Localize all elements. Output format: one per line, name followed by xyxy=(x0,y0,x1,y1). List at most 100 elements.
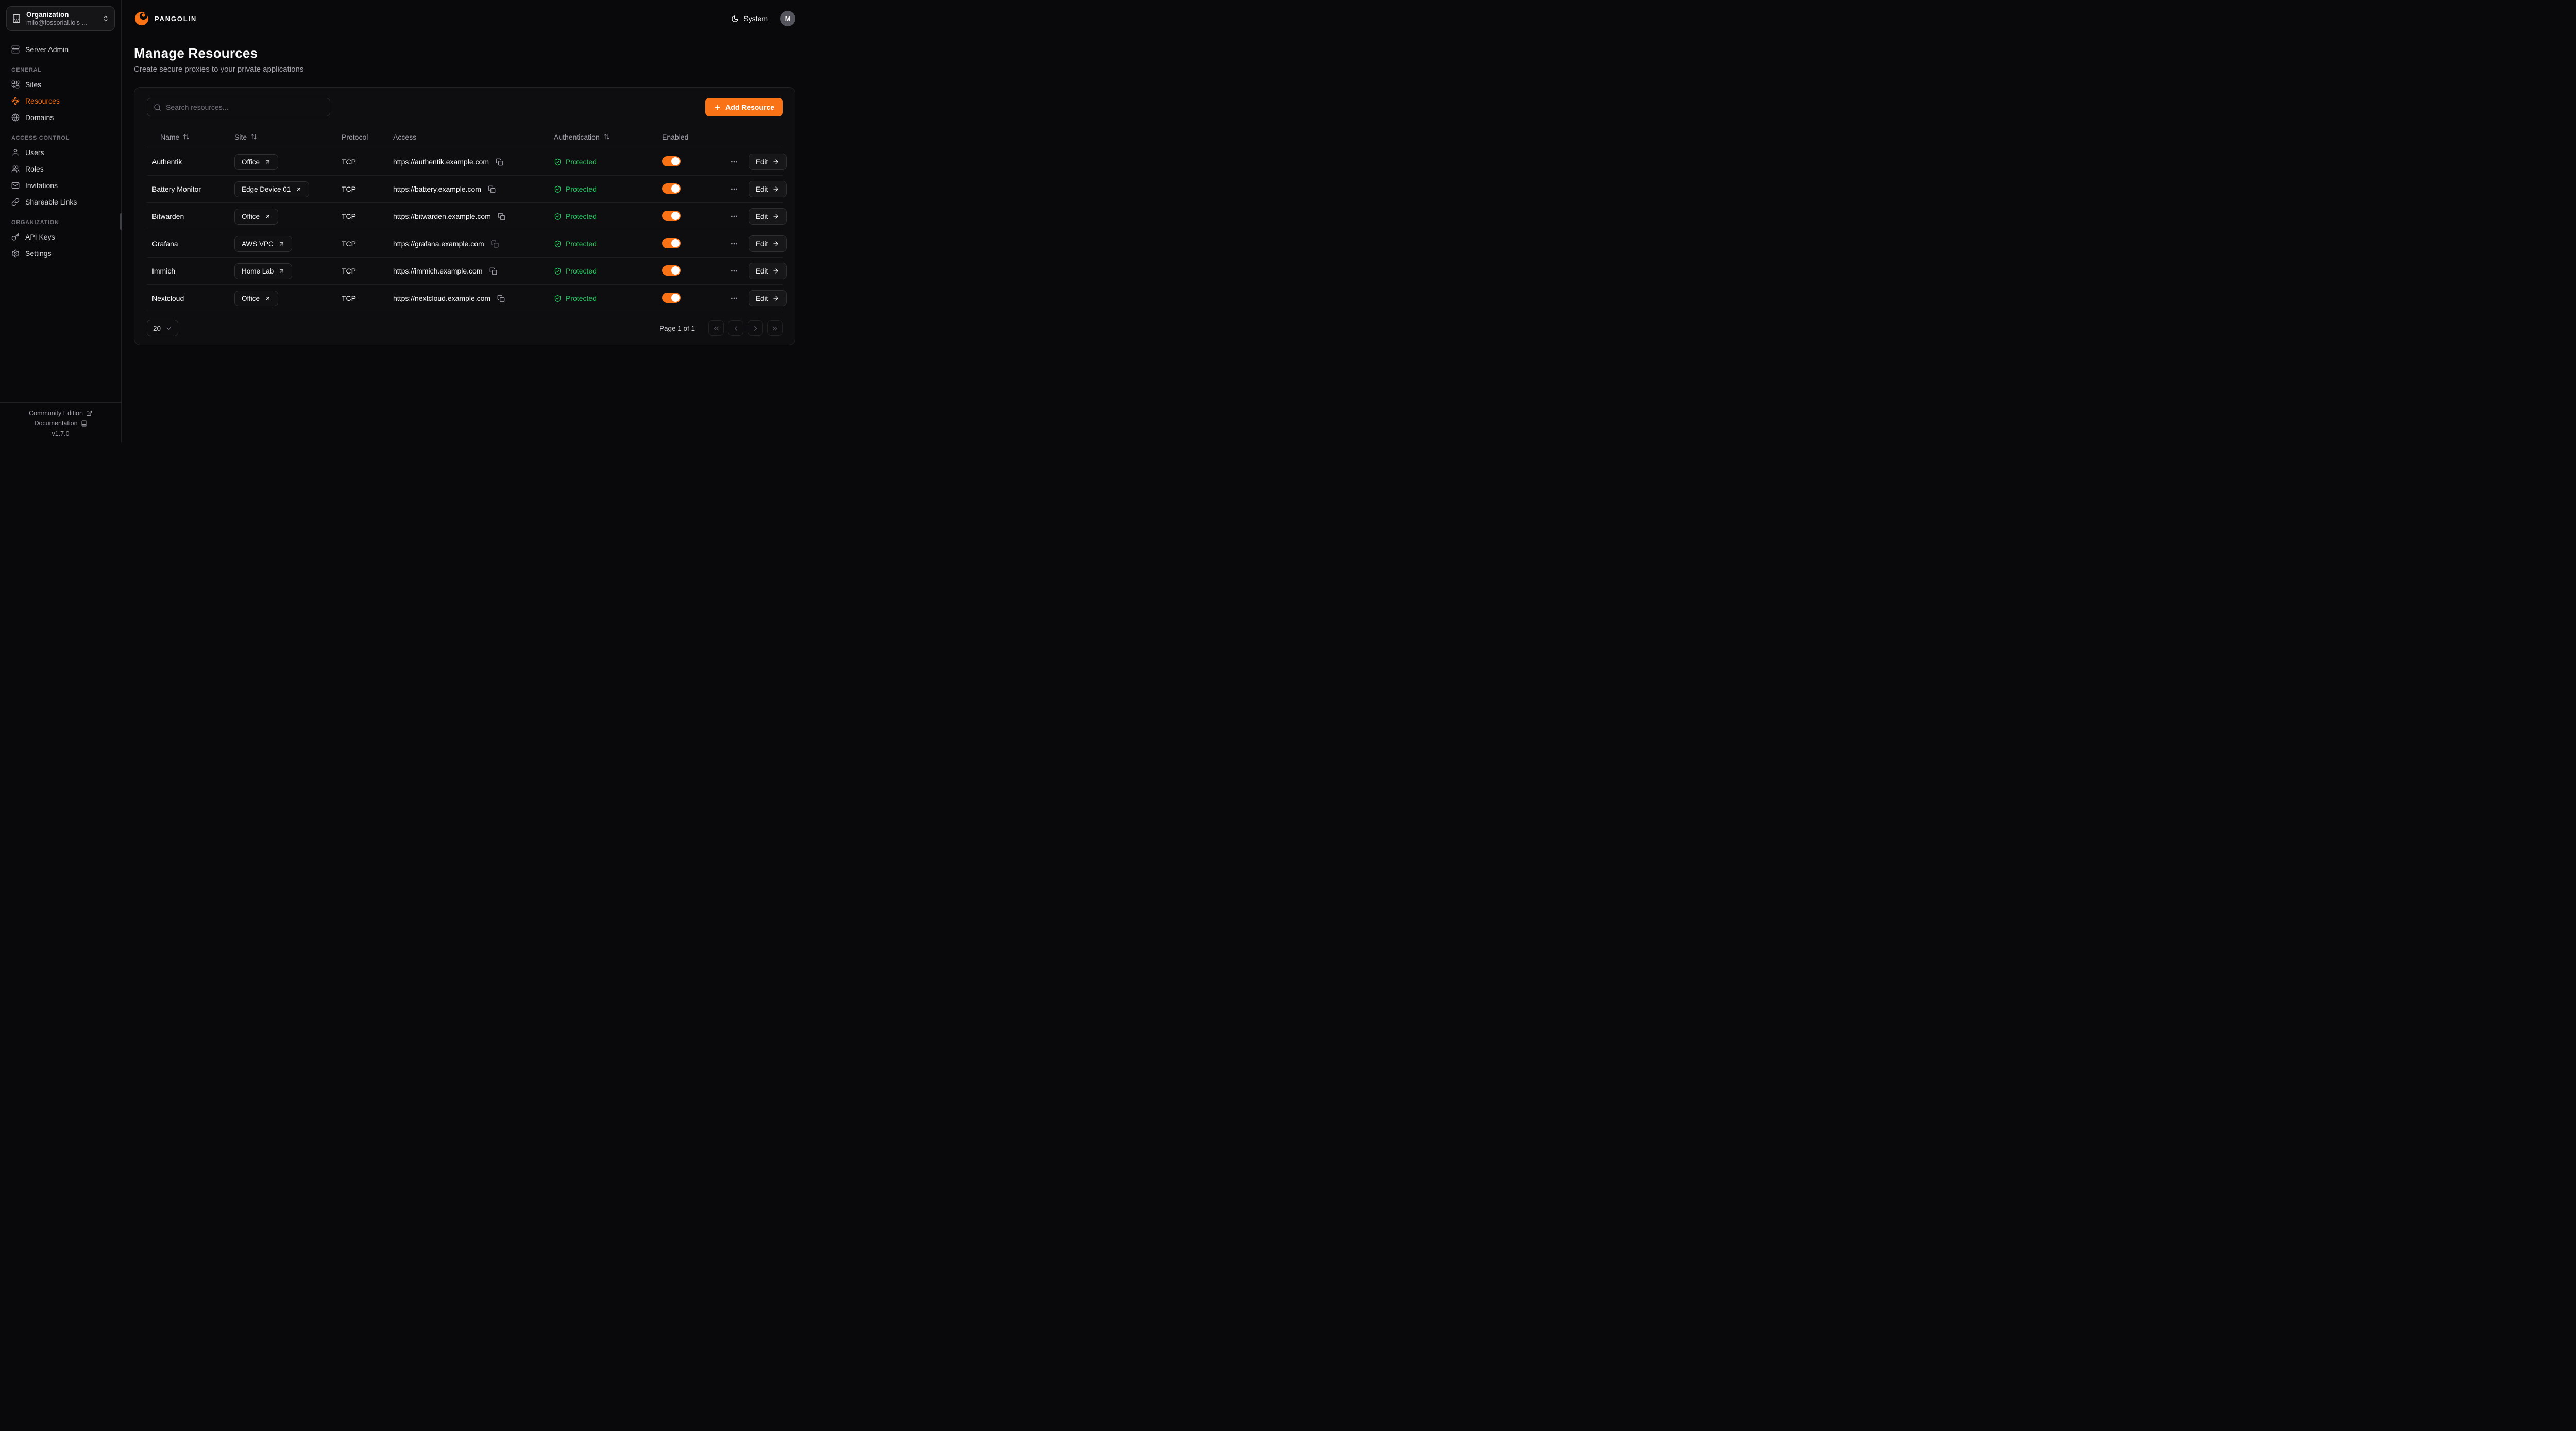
copy-url-button[interactable] xyxy=(488,266,498,276)
enabled-toggle[interactable] xyxy=(662,237,681,248)
resource-name: Nextcloud xyxy=(152,294,184,302)
sidebar-item-resources[interactable]: Resources xyxy=(6,93,115,109)
sidebar-resize-handle[interactable] xyxy=(120,213,122,230)
arrow-up-right-icon xyxy=(295,186,302,193)
copy-icon xyxy=(488,185,496,193)
column-header-enabled: Enabled xyxy=(662,133,729,141)
theme-select[interactable]: System xyxy=(731,14,768,23)
main-content: PANGOLIN System M Manage Resources Creat… xyxy=(122,0,808,442)
sidebar-item-settings[interactable]: Settings xyxy=(6,245,115,262)
authentication-cell: Protected xyxy=(554,185,662,193)
sidebar-item-label: Domains xyxy=(25,113,54,122)
page-size-select[interactable]: 20 xyxy=(147,320,179,336)
site-link-button[interactable]: Office xyxy=(234,154,279,170)
row-menu-button[interactable] xyxy=(729,157,739,167)
plus-icon xyxy=(714,104,721,111)
copy-url-button[interactable] xyxy=(495,157,504,167)
enabled-toggle[interactable] xyxy=(662,265,681,276)
pagination-prev-button[interactable] xyxy=(728,320,743,336)
page-subtitle: Create secure proxies to your private ap… xyxy=(134,65,304,74)
site-cell: AWS VPC xyxy=(234,235,342,252)
search-box xyxy=(147,98,330,116)
row-menu-button[interactable] xyxy=(729,211,739,222)
enabled-toggle[interactable] xyxy=(662,210,681,221)
documentation-link[interactable]: Documentation xyxy=(6,420,115,427)
sidebar-item-server-admin[interactable]: Server Admin xyxy=(6,41,115,58)
edit-button[interactable]: Edit xyxy=(749,181,787,197)
site-name: Office xyxy=(242,158,260,166)
edit-button[interactable]: Edit xyxy=(749,208,787,225)
avatar[interactable]: M xyxy=(780,11,795,26)
sidebar-item-label: Users xyxy=(25,148,44,157)
column-label: Authentication xyxy=(554,132,600,141)
site-cell: Office xyxy=(234,290,342,306)
sidebar-item-label: Sites xyxy=(25,80,42,89)
pagination-first-button[interactable] xyxy=(708,320,724,336)
book-icon xyxy=(81,420,87,427)
edit-button[interactable]: Edit xyxy=(749,235,787,252)
access-cell: https://authentik.example.com xyxy=(393,157,554,167)
sidebar-item-shareable-links[interactable]: Shareable Links xyxy=(6,194,115,210)
shield-check-icon xyxy=(554,295,562,302)
column-header-site[interactable]: Site xyxy=(234,133,342,141)
brand[interactable]: PANGOLIN xyxy=(134,11,197,26)
edit-button[interactable]: Edit xyxy=(749,263,787,279)
row-menu-button[interactable] xyxy=(729,266,739,276)
protocol-value: TCP xyxy=(342,185,356,193)
resource-name: Immich xyxy=(152,267,176,275)
copy-url-button[interactable] xyxy=(490,239,500,249)
column-header-name[interactable]: Name xyxy=(152,133,234,141)
site-cell: Office xyxy=(234,208,342,225)
page-head: Manage Resources Create secure proxies t… xyxy=(134,45,795,74)
site-cell: Office xyxy=(234,154,342,170)
enabled-toggle[interactable] xyxy=(662,183,681,194)
column-header-authentication[interactable]: Authentication xyxy=(554,133,662,141)
app: Organization milo@fossorial.io's ... Ser… xyxy=(0,0,808,442)
actions-cell: Edit xyxy=(729,263,787,279)
site-link-button[interactable]: Home Lab xyxy=(234,263,293,279)
copy-url-button[interactable] xyxy=(497,212,506,222)
authentication-cell: Protected xyxy=(554,212,662,220)
chevrons-up-down-icon xyxy=(102,15,109,22)
edit-button[interactable]: Edit xyxy=(749,154,787,170)
building-icon xyxy=(12,14,21,23)
add-resource-button[interactable]: Add Resource xyxy=(705,98,783,116)
community-edition-link[interactable]: Community Edition xyxy=(6,410,115,417)
search-input[interactable] xyxy=(166,103,324,111)
enabled-toggle[interactable] xyxy=(662,156,681,166)
sidebar-item-domains[interactable]: Domains xyxy=(6,109,115,126)
auth-status: Protected xyxy=(566,267,597,275)
pagination-next-button[interactable] xyxy=(748,320,763,336)
site-link-button[interactable]: AWS VPC xyxy=(234,235,292,252)
copy-url-button[interactable] xyxy=(487,184,497,194)
enabled-toggle[interactable] xyxy=(662,292,681,303)
row-menu-button[interactable] xyxy=(729,184,739,194)
shield-check-icon xyxy=(554,267,562,275)
section-heading-access-control: ACCESS CONTROL xyxy=(11,135,70,141)
pagination-last-button[interactable] xyxy=(767,320,783,336)
access-cell: https://bitwarden.example.com xyxy=(393,212,554,222)
sidebar-item-invitations[interactable]: Invitations xyxy=(6,177,115,194)
edit-button[interactable]: Edit xyxy=(749,290,787,306)
site-link-button[interactable]: Office xyxy=(234,208,279,225)
copy-url-button[interactable] xyxy=(496,294,506,303)
ellipsis-icon xyxy=(730,240,738,248)
access-cell: https://immich.example.com xyxy=(393,266,554,276)
org-selector[interactable]: Organization milo@fossorial.io's ... xyxy=(6,6,115,31)
chevron-right-icon xyxy=(752,325,759,332)
resources-card: Add Resource Name Site Protocol xyxy=(134,87,795,345)
column-label: Enabled xyxy=(662,132,689,141)
site-link-button[interactable]: Edge Device 01 xyxy=(234,181,310,197)
sidebar-item-api-keys[interactable]: API Keys xyxy=(6,229,115,245)
row-menu-button[interactable] xyxy=(729,238,739,249)
site-link-button[interactable]: Office xyxy=(234,290,279,306)
ellipsis-icon xyxy=(730,158,738,166)
authentication-cell: Protected xyxy=(554,240,662,248)
documentation-label: Documentation xyxy=(34,420,78,427)
sidebar-item-sites[interactable]: Sites xyxy=(6,76,115,93)
row-menu-button[interactable] xyxy=(729,293,739,303)
pagination: Page 1 of 1 xyxy=(659,320,783,336)
sidebar-item-roles[interactable]: Roles xyxy=(6,161,115,177)
resource-name: Authentik xyxy=(152,158,182,166)
sidebar-item-users[interactable]: Users xyxy=(6,144,115,161)
